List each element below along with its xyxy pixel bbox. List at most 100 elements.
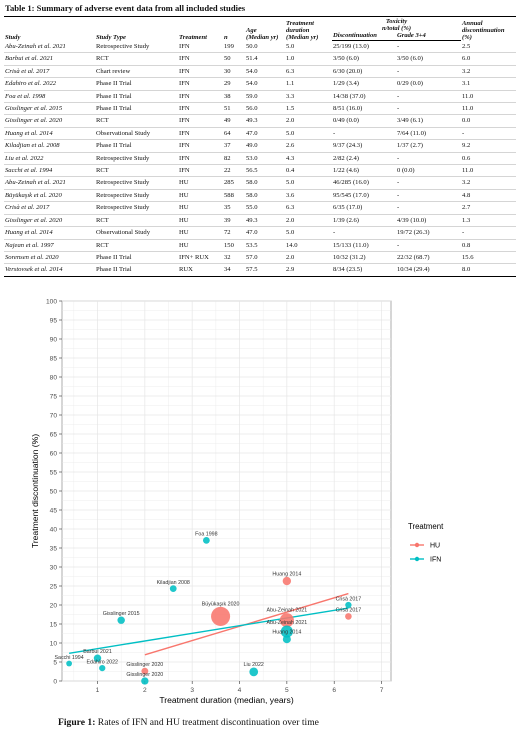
cell-duration: 14.0	[285, 239, 332, 252]
data-point	[117, 616, 125, 624]
y-tick-label: 5	[53, 659, 57, 666]
col-header-duration: Treatment duration (Median yr)	[285, 16, 332, 41]
legend-swatch-point	[414, 556, 420, 562]
col-header-grade: Grade 3+4	[396, 32, 461, 41]
table-row: Barbui et al. 2021 RCT IFN 50 51.4 1.0 3/50 (6…	[4, 52, 516, 66]
y-tick-label: 70	[50, 412, 58, 419]
data-point	[93, 654, 102, 662]
col-header-discontinuation: Discontinuation	[332, 32, 396, 41]
cell-annual: 2.5	[461, 40, 516, 54]
cell-treatment: HU	[178, 214, 223, 228]
cell-annual: 2.7	[461, 201, 516, 215]
data-point	[280, 625, 293, 638]
cell-grade: 22/32 (68.7)	[396, 251, 461, 265]
data-point-label: Gisslinger 2020	[126, 672, 163, 678]
cell-grade: -	[396, 90, 461, 104]
figure-caption-text: Rates of IFN and HU treatment discontinu…	[95, 717, 319, 728]
y-tick-label: 0	[53, 678, 57, 685]
cell-treatment: IFN+ RUX	[178, 251, 223, 265]
data-point-label: Kiladjian 2008	[157, 580, 190, 586]
col-header-study-type: Study Type	[95, 16, 178, 41]
cell-discontinuation: 1/39 (2.6)	[332, 214, 396, 228]
cell-age: 56.5	[245, 164, 285, 178]
data-point	[345, 601, 352, 609]
col-header-toxicity-line2: n/total (%)	[381, 25, 412, 32]
y-tick-label: 55	[50, 469, 58, 476]
cell-discontinuation: 2/82 (2.4)	[332, 152, 396, 166]
cell-annual: 3.2	[461, 65, 516, 79]
y-tick-label: 60	[50, 450, 58, 457]
cell-n: 150	[223, 239, 245, 252]
col-header-treatment: Treatment	[178, 16, 223, 41]
cell-study-type: Retrospective Study	[95, 152, 178, 166]
cell-study-type: Phase II Trial	[95, 251, 178, 265]
col-header-annual-line1: Annual	[462, 19, 483, 27]
cell-discontinuation: 14/38 (37.0)	[332, 90, 396, 104]
cell-study: Kiladjian et al. 2008	[4, 139, 95, 153]
data-point-label: Abu-Zeinah 2021	[267, 608, 308, 614]
chart-svg: 1 2 3 4 5 6 7051015202530354045505560657075808…	[30, 298, 444, 705]
cell-study: Gisslinger et al. 2015	[4, 102, 95, 116]
table-row: Liu et al. 2022 Retrospective Study IFN 82 5…	[4, 152, 516, 166]
data-point	[141, 677, 149, 685]
cell-study-type: RCT	[95, 164, 178, 178]
col-header-duration-line2: duration	[286, 26, 310, 34]
x-tick-label: 4	[238, 687, 242, 694]
figure-caption: Figure 1: Rates of IFN and HU treatment …	[58, 717, 319, 728]
cell-n: 35	[223, 201, 245, 215]
cell-annual: 1.3	[461, 214, 516, 228]
cell-annual: 4.8	[461, 189, 516, 203]
cell-treatment: HU	[178, 189, 223, 203]
cell-age: 54.0	[245, 65, 285, 79]
trend-line-ifn	[68, 607, 349, 654]
cell-treatment: IFN	[178, 152, 223, 166]
cell-discontinuation: 3/50 (6.0)	[332, 52, 396, 66]
col-header-annual-line2: discontinuation	[462, 26, 505, 34]
data-point	[141, 667, 149, 675]
cell-age: 55.0	[245, 201, 285, 215]
cell-discontinuation: 1/22 (4.6)	[332, 164, 396, 178]
cell-study-type: RCT	[95, 52, 178, 66]
cell-study-type: Retrospective Study	[95, 201, 178, 215]
cell-duration: 2.0	[285, 251, 332, 265]
y-tick-label: 15	[50, 621, 58, 628]
cell-study-type: Phase II Trial	[95, 77, 178, 91]
cell-annual: 0.0	[461, 114, 516, 128]
cell-grade: -	[396, 189, 461, 203]
cell-grade: -	[396, 152, 461, 166]
col-header-n: n	[223, 16, 245, 41]
cell-grade: -	[396, 65, 461, 79]
adverse-event-table-section: Table 1: Summary of adverse event data f…	[4, 3, 516, 277]
cell-discontinuation: 6/35 (17.0)	[332, 201, 396, 215]
col-header-age: Age (Median yr)	[245, 16, 285, 41]
discontinuation-chart: 1 2 3 4 5 6 7 0 5 10 15 20 25 30 35 40 45 50 55 60 65 70 75 80 8…	[0, 291, 520, 711]
cell-n: 285	[223, 176, 245, 190]
y-tick-label: 95	[50, 317, 58, 324]
table-caption-text: Summary of adverse event data from all i…	[34, 3, 246, 13]
y-axis-title: Treatment discontinuation (%)	[30, 434, 40, 548]
cell-grade: -	[396, 239, 461, 252]
x-tick-label: 1	[96, 687, 100, 694]
cell-n: 51	[223, 102, 245, 116]
cell-duration: 0.4	[285, 164, 332, 178]
cell-study-type: RCT	[95, 214, 178, 228]
cell-annual: 9.2	[461, 139, 516, 153]
cell-discontinuation: -	[332, 127, 396, 141]
cell-age: 59.0	[245, 90, 285, 104]
cell-duration: 5.0	[285, 226, 332, 240]
cell-grade: 7/64 (11.0)	[396, 127, 461, 141]
cell-study: Sacchi et al. 1994	[4, 164, 95, 178]
y-tick-label: 75	[50, 393, 58, 400]
cell-duration: 5.0	[285, 40, 332, 54]
cell-grade: 1/37 (2.7)	[396, 139, 461, 153]
cell-treatment: HU	[178, 239, 223, 252]
cell-study: Abu-Zeinah et al. 2021	[4, 40, 95, 54]
cell-n: 82	[223, 152, 245, 166]
cell-age: 57.0	[245, 251, 285, 265]
cell-study-type: RCT	[95, 239, 178, 252]
cell-age: 50.0	[245, 40, 285, 54]
cell-treatment: IFN	[178, 77, 223, 91]
data-point-label: Gisslinger 2015	[103, 611, 140, 617]
cell-age: 58.0	[245, 189, 285, 203]
cell-n: 64	[223, 127, 245, 141]
